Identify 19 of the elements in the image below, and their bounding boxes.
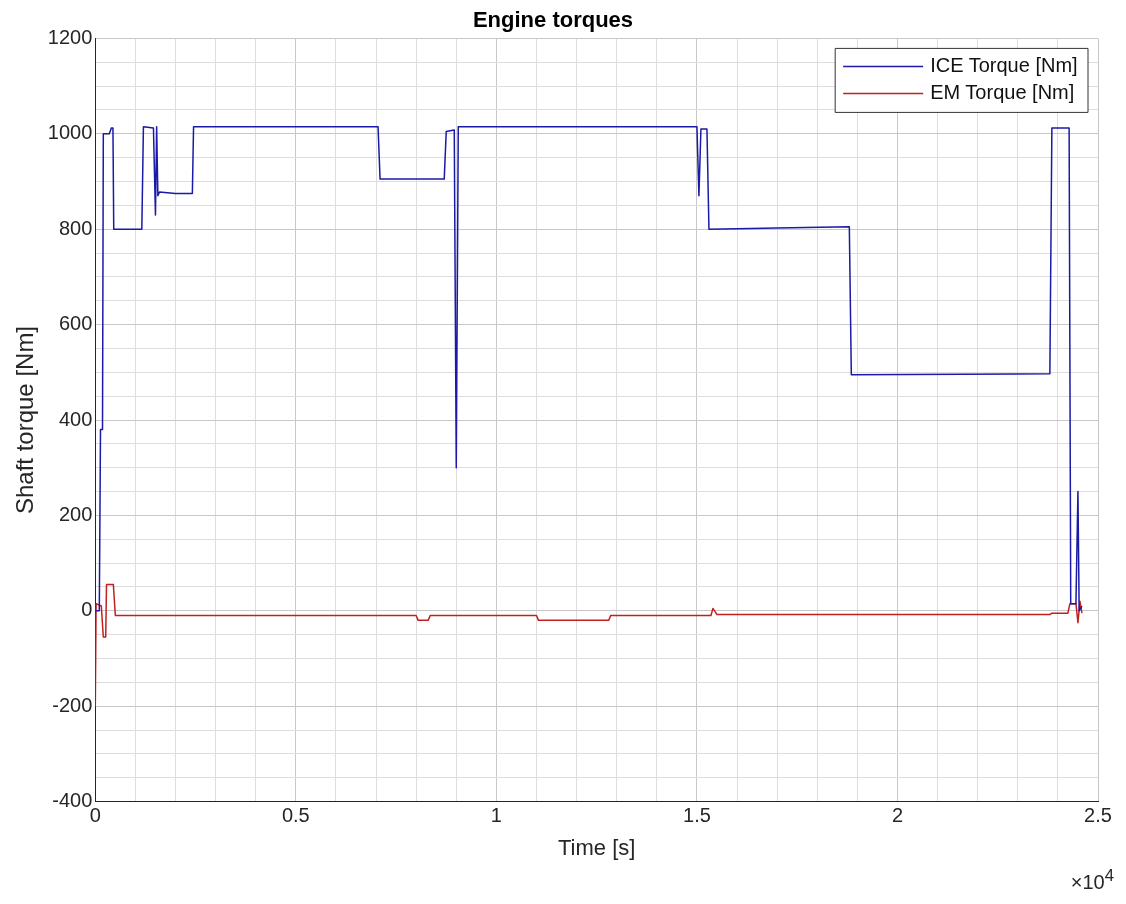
legend-label: ICE Torque [Nm] — [930, 53, 1078, 76]
y-tick-label: 1200 — [47, 25, 93, 48]
y-tick-label: 200 — [58, 502, 93, 525]
y-tick-label: 0 — [81, 598, 93, 621]
text: ×10$^{4}$ — [1070, 866, 1114, 894]
y-tick-label: 800 — [58, 216, 93, 239]
x-tick-label: 1 — [490, 804, 502, 827]
y-axis-title: Shaft torque [Nm] — [11, 325, 39, 515]
x-tick-label: 1.5 — [683, 804, 711, 827]
x-tick-label: 2 — [891, 804, 904, 827]
x-tick-label: 2.5 — [1084, 804, 1112, 827]
y-tick-label: -200 — [52, 693, 93, 716]
x-axis-title: Time [s] — [557, 834, 636, 860]
y-tick-label: 400 — [58, 407, 93, 430]
chart-title: Engine torques — [472, 7, 634, 33]
y-tick-label: 600 — [58, 312, 93, 335]
legend-label: EM Torque [Nm] — [930, 80, 1075, 103]
x-tick-label: 0.5 — [281, 804, 310, 827]
y-tick-label: 1000 — [47, 121, 93, 144]
